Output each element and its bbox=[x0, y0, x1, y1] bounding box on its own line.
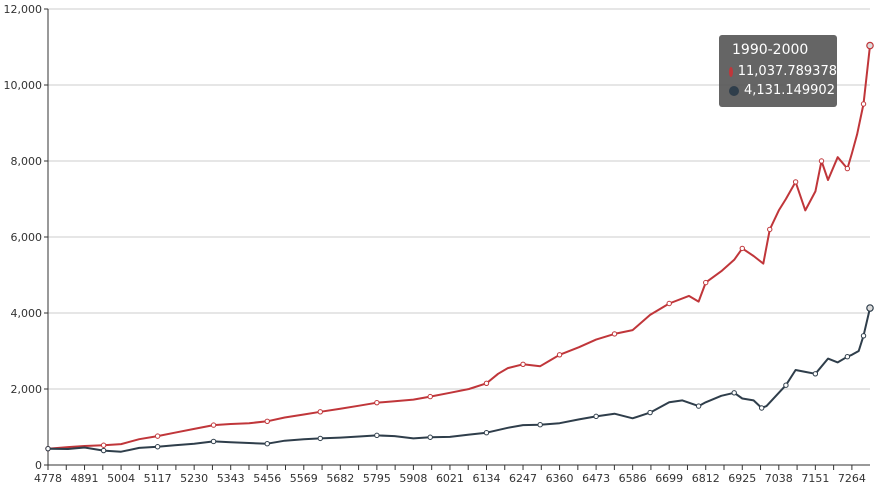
series-point-2 bbox=[844, 354, 851, 360]
x-tick-label: 6134 bbox=[472, 472, 500, 485]
tooltip: 1990-2000 11,037.789378 4,131.149902 bbox=[719, 35, 837, 107]
series-point-2 bbox=[593, 413, 599, 420]
series-point-1 bbox=[374, 399, 380, 406]
series-point-2 bbox=[210, 438, 217, 445]
series-point-2 bbox=[100, 447, 107, 454]
y-tick-label: 6,000 bbox=[11, 231, 43, 244]
series-point-2 bbox=[264, 441, 270, 447]
series-point-2 bbox=[758, 405, 765, 411]
series-point-1 bbox=[483, 380, 490, 386]
series-point-2 bbox=[317, 435, 323, 442]
x-axis-ticks: 4778 4891 5004 5117 5230 5343 5456 5569 5682 5795… bbox=[34, 465, 866, 485]
series-line-1 bbox=[47, 45, 871, 450]
series-1 bbox=[45, 41, 874, 452]
series-point-1 bbox=[818, 158, 825, 164]
series-2-dot-icon bbox=[729, 85, 739, 96]
series-2 bbox=[45, 304, 874, 454]
series-end-point-1 bbox=[866, 41, 874, 50]
tooltip-value-1: 11,037.789378 bbox=[737, 64, 837, 79]
x-tick-label: 6021 bbox=[436, 472, 464, 485]
series-group bbox=[45, 41, 874, 454]
x-tick-label: 6360 bbox=[546, 472, 574, 485]
tooltip-entry-2: 4,131.149902 bbox=[729, 81, 837, 100]
series-point-2 bbox=[374, 432, 380, 439]
y-tick-label: 10,000 bbox=[4, 79, 43, 92]
x-tick-label: 5117 bbox=[144, 472, 172, 485]
series-point-1 bbox=[427, 393, 433, 400]
y-axis-ticks: 0 2,000 4,000 6,000 8,000 10,000 12,000 bbox=[4, 3, 48, 472]
y-tick-label: 8,000 bbox=[11, 155, 43, 168]
x-tick-label: 6699 bbox=[655, 472, 683, 485]
series-line-2 bbox=[47, 307, 871, 453]
x-tick-label: 5004 bbox=[107, 472, 135, 485]
series-point-2 bbox=[731, 390, 737, 396]
series-point-1 bbox=[520, 361, 526, 367]
series-point-1 bbox=[317, 409, 323, 415]
series-point-1 bbox=[860, 101, 867, 107]
series-point-2 bbox=[783, 382, 789, 388]
x-tick-label: 5908 bbox=[399, 472, 427, 485]
x-tick-label: 5456 bbox=[253, 472, 281, 485]
series-point-1 bbox=[210, 422, 217, 428]
series-point-2 bbox=[45, 445, 51, 452]
x-tick-label: 5343 bbox=[217, 472, 245, 485]
x-tick-label: 6473 bbox=[582, 472, 610, 485]
series-point-2 bbox=[537, 422, 543, 428]
series-point-1 bbox=[154, 433, 161, 439]
series-point-2 bbox=[812, 371, 819, 377]
y-tick-label: 2,000 bbox=[11, 383, 43, 396]
series-point-2 bbox=[860, 333, 867, 339]
x-tick-label: 6586 bbox=[619, 472, 647, 485]
x-tick-label: 5569 bbox=[290, 472, 318, 485]
y-tick-label: 0 bbox=[35, 459, 42, 472]
series-point-1 bbox=[100, 442, 107, 448]
x-tick-label: 5682 bbox=[326, 472, 354, 485]
x-tick-label: 5795 bbox=[363, 472, 391, 485]
series-point-2 bbox=[427, 434, 433, 440]
series-point-1 bbox=[844, 165, 851, 172]
series-point-1 bbox=[556, 352, 563, 358]
series-point-1 bbox=[611, 331, 618, 337]
grid-lines bbox=[48, 8, 870, 390]
tooltip-value-2: 4,131.149902 bbox=[744, 83, 835, 98]
series-point-1 bbox=[703, 279, 709, 286]
x-tick-label: 7038 bbox=[765, 472, 793, 485]
x-tick-label: 5230 bbox=[180, 472, 208, 485]
series-end-point-2 bbox=[866, 304, 874, 312]
series-point-2 bbox=[483, 430, 490, 436]
tooltip-entry-1: 11,037.789378 bbox=[729, 62, 837, 81]
x-tick-label: 6812 bbox=[692, 472, 720, 485]
series-point-2 bbox=[695, 403, 702, 409]
tooltip-title: 1990-2000 bbox=[732, 42, 809, 58]
x-tick-label: 7151 bbox=[801, 472, 829, 485]
series-point-1 bbox=[264, 418, 270, 424]
series-point-2 bbox=[647, 409, 653, 416]
y-tick-label: 4,000 bbox=[11, 307, 43, 320]
y-tick-label: 12,000 bbox=[4, 3, 43, 16]
x-tick-label: 6925 bbox=[728, 472, 756, 485]
x-tick-label: 4778 bbox=[34, 472, 62, 485]
series-1-dot-icon bbox=[729, 66, 733, 77]
x-tick-label: 7264 bbox=[838, 472, 866, 485]
x-tick-label: 4891 bbox=[71, 472, 99, 485]
series-point-1 bbox=[666, 300, 672, 307]
series-point-1 bbox=[739, 245, 745, 252]
x-tick-label: 6247 bbox=[509, 472, 537, 485]
series-point-1 bbox=[767, 226, 773, 233]
series-point-1 bbox=[792, 179, 799, 185]
series-point-2 bbox=[154, 444, 161, 450]
